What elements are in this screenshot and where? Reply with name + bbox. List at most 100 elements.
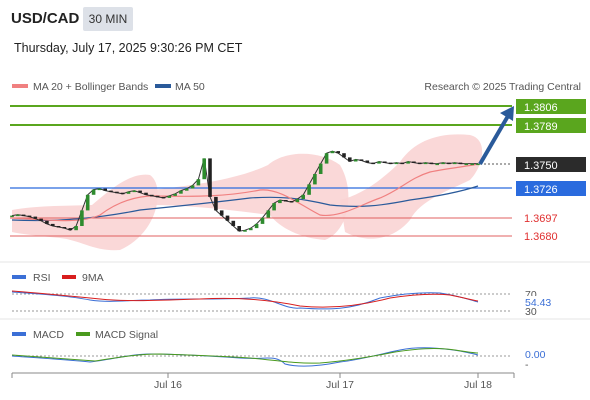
price-candle — [126, 191, 131, 194]
price-candle — [458, 162, 463, 165]
price-candle — [115, 191, 119, 194]
timeframe-badge[interactable]: 30 MIN — [83, 7, 133, 31]
price-candle — [74, 226, 78, 231]
price-candle — [10, 215, 14, 218]
rsi-ma-legend-label: 9MA — [82, 272, 104, 284]
price-candle — [56, 226, 61, 228]
rsi-ma-line — [11, 290, 479, 308]
price-candle — [27, 215, 32, 218]
price-candle — [179, 190, 183, 194]
price-candle — [80, 210, 84, 226]
price-candle — [289, 201, 294, 203]
price-candle — [208, 158, 212, 197]
price-candle — [412, 161, 416, 163]
price-candle — [225, 215, 230, 221]
price-candle — [417, 162, 422, 165]
price-candle — [39, 218, 43, 221]
x-tick-label: Jul 17 — [326, 379, 354, 391]
price-candle — [301, 194, 305, 199]
macd-level-bottom-label: - — [525, 359, 529, 371]
price-candle — [423, 162, 428, 165]
price-candle — [388, 162, 393, 165]
ma20-line — [11, 163, 479, 222]
price-candle — [62, 227, 67, 229]
price-candle — [406, 161, 410, 164]
price-candle — [278, 200, 282, 204]
price-candle — [231, 220, 236, 226]
price-candle — [91, 189, 96, 195]
price-candle — [219, 210, 224, 216]
price-candle — [324, 153, 329, 164]
ma20-legend-swatch — [12, 84, 28, 88]
price-candle — [371, 162, 375, 165]
price-candle — [464, 163, 469, 166]
price-candle — [184, 188, 189, 191]
price-candle — [120, 192, 125, 195]
rsi-level-70-label: 70 — [525, 289, 537, 301]
rsi-legend-label: RSI — [33, 272, 51, 284]
price-candle — [284, 200, 288, 202]
price-candle — [249, 228, 253, 231]
credit-text: Research © 2025 Trading Central — [424, 81, 581, 93]
price-candle — [429, 162, 434, 165]
price-candle — [441, 162, 445, 165]
price-candle — [348, 157, 352, 162]
current-price-label: 1.3750 — [524, 160, 558, 172]
resistance2-label-bg — [516, 99, 586, 114]
bollinger-band — [340, 134, 483, 239]
chart-header: USD/CAD 30 MIN Thursday, July 17, 2025 9… — [0, 0, 590, 70]
ma50-legend-label: MA 50 — [175, 81, 205, 93]
price-candle — [394, 162, 399, 165]
price-candle — [266, 210, 271, 218]
price-series — [10, 150, 480, 232]
pivot-label: 1.3726 — [524, 184, 558, 196]
price-candle — [21, 214, 26, 217]
price-candle — [85, 194, 90, 211]
macd-signal-line — [11, 348, 479, 364]
price-candle — [260, 217, 265, 224]
price-candle — [476, 163, 480, 166]
price-candle — [318, 163, 323, 174]
current-price-label-bg — [516, 157, 586, 172]
price-candle — [161, 196, 166, 199]
rsi-value-label: 54.43 — [525, 297, 551, 309]
ma50-line — [11, 185, 479, 222]
price-candle — [377, 161, 381, 164]
rsi-value-bg — [522, 296, 562, 308]
price-candle — [190, 185, 195, 189]
price-candle — [359, 159, 364, 161]
symbol-title: USD/CAD — [11, 10, 80, 27]
price-candle — [313, 174, 317, 185]
resistance2-label: 1.3806 — [524, 102, 558, 114]
price-candle — [254, 223, 259, 229]
price-candle — [452, 162, 457, 165]
price-candle — [336, 151, 340, 154]
price-candle — [51, 223, 55, 226]
price-candle — [155, 195, 160, 198]
price-candle — [307, 184, 311, 195]
macd-signal-legend-label: MACD Signal — [95, 329, 158, 341]
x-tick-label: Jul 18 — [464, 379, 492, 391]
support2-label: 1.3680 — [524, 231, 558, 243]
price-candle — [144, 192, 148, 195]
price-candle — [435, 163, 439, 166]
price-candle — [45, 220, 49, 224]
price-candle — [167, 195, 172, 198]
price-candle — [365, 160, 370, 163]
price-candle — [132, 190, 137, 193]
forecast-arrow — [478, 114, 510, 166]
resistance1-label-bg — [516, 118, 586, 133]
rsi-line — [11, 291, 479, 310]
forecast-arrow-head — [500, 106, 514, 121]
price-candle — [272, 203, 276, 211]
price-candle — [109, 190, 113, 193]
price-candle — [138, 190, 142, 193]
ma50-legend-swatch — [155, 84, 171, 88]
macd-signal-legend-swatch — [76, 332, 90, 336]
price-candle — [150, 194, 154, 197]
rsi-legend-swatch — [12, 275, 26, 279]
price-candle — [447, 162, 451, 165]
macd-legend-swatch — [12, 332, 26, 336]
price-candle — [470, 163, 474, 166]
